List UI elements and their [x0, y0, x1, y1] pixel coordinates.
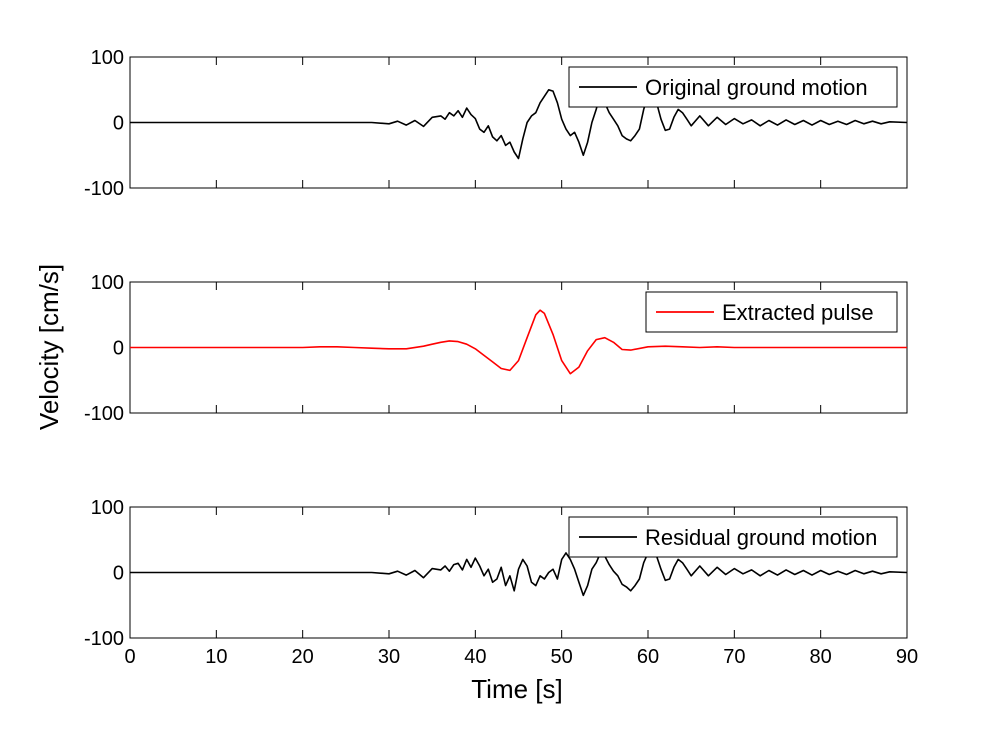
- y-tick-label: 0: [113, 338, 124, 360]
- x-tick-label: 80: [810, 646, 832, 668]
- x-tick-label: 10: [205, 646, 227, 668]
- y-tick-label: -100: [84, 628, 124, 650]
- x-tick-label: 50: [551, 646, 573, 668]
- legend: Residual ground motion: [568, 516, 898, 558]
- y-tick-label: 100: [91, 272, 124, 294]
- y-tick-label: 0: [113, 113, 124, 135]
- x-tick-label: 30: [378, 646, 400, 668]
- y-tick-label: 0: [113, 563, 124, 585]
- x-tick-label: 40: [464, 646, 486, 668]
- legend-label: Residual ground motion: [645, 525, 877, 550]
- y-tick-label: -100: [84, 178, 124, 200]
- legend-label: Extracted pulse: [722, 300, 874, 325]
- panel-2: -100 0 100 Extracted pulse: [84, 272, 908, 425]
- series-line: [130, 309, 907, 375]
- x-tick-label: 20: [292, 646, 314, 668]
- y-axis-label: Velocity [cm/s]: [34, 264, 64, 430]
- legend: Original ground motion: [568, 66, 898, 108]
- panel-1: -100 0 100 Original ground motion: [84, 47, 908, 200]
- y-tick-label: 100: [91, 47, 124, 69]
- legend-label: Original ground motion: [645, 75, 868, 100]
- x-tick-label: 90: [896, 646, 918, 668]
- x-tick-label: 0: [124, 646, 135, 668]
- y-tick-label: -100: [84, 403, 124, 425]
- y-tick-label: 100: [91, 497, 124, 519]
- x-tick-label: 70: [723, 646, 745, 668]
- x-axis-label: Time [s]: [471, 674, 562, 704]
- x-tick-label: 60: [637, 646, 659, 668]
- legend: Extracted pulse: [645, 291, 898, 333]
